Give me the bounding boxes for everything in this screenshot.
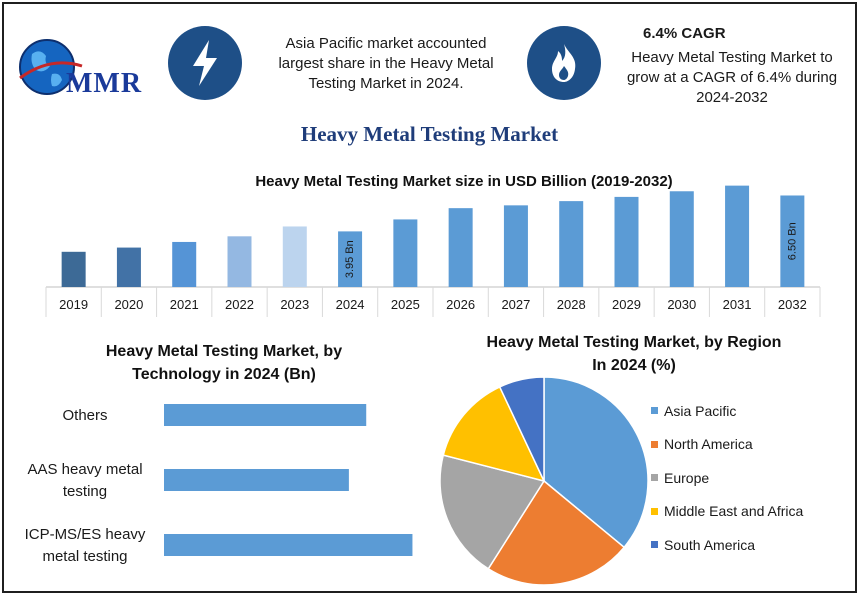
bar-2025 (393, 219, 418, 287)
x-tick-label: 2031 (723, 297, 752, 312)
logo-text: MMR (66, 68, 143, 99)
x-tick-label: 2020 (114, 297, 143, 312)
legend-swatch (651, 440, 658, 448)
technology-bar (164, 469, 349, 491)
bar-2031 (725, 185, 750, 287)
technology-chart-title: Heavy Metal Testing Market, by Technology… (74, 340, 374, 386)
bar-2030 (669, 191, 694, 287)
mmr-logo: MMR (14, 34, 164, 104)
legend-item: Europe (651, 461, 846, 495)
lightning-icon (168, 26, 242, 100)
pie-slice-asia-pacific (543, 376, 649, 549)
pie-slice-south-america (498, 376, 545, 482)
bar-2029 (614, 196, 639, 287)
technology-bar (164, 404, 367, 426)
x-tick-label: 2024 (336, 297, 365, 312)
bar-2032 (780, 195, 805, 287)
region-legend: Asia Pacific North America Europe Middle Ea… (651, 394, 846, 562)
technology-bar (164, 534, 413, 556)
legend-swatch (651, 541, 658, 549)
x-tick-label: 2025 (391, 297, 420, 312)
legend-label: North America (664, 436, 753, 453)
legend-label: Middle East and Africa (664, 503, 804, 520)
header-text-share: Asia Pacific market accounted largest sh… (278, 35, 494, 92)
x-tick-label: 2019 (59, 297, 88, 312)
technology-category-label: Others (62, 407, 107, 424)
legend-label: Asia Pacific (664, 402, 737, 419)
region-chart-title: Heavy Metal Testing Market, by Region In… (459, 331, 809, 377)
bar-2023 (282, 226, 307, 287)
technology-chart-title-text: Heavy Metal Testing Market, by Technology… (105, 343, 343, 383)
bar-2019 (61, 251, 86, 287)
legend-item: South America (651, 528, 846, 562)
x-tick-label: 2022 (225, 297, 254, 312)
bar-2020 (116, 247, 141, 287)
legend-swatch (651, 507, 658, 515)
globe-icon (19, 39, 83, 95)
technology-category-label: testing (63, 483, 107, 500)
region-pie-chart (439, 376, 649, 586)
region-title-line-1: Heavy Metal Testing Market, by Region (486, 334, 782, 351)
market-size-bar-chart: 2019 2020 2021 2022 2023 2024 2025 2026 2027 2028… (45, 185, 821, 317)
legend-swatch (651, 407, 658, 415)
bar-data-label: 6.50 Bn (786, 222, 798, 260)
bar-data-label: 3.95 Bn (344, 240, 356, 278)
bar-2024 (338, 231, 363, 287)
x-tick-label: 2023 (280, 297, 309, 312)
bar-2021 (172, 241, 197, 287)
legend-item: North America (651, 428, 846, 462)
x-tick-label: 2032 (778, 297, 807, 312)
technology-bar-chart: Others AAS heavy metal testing ICP-MS/ES he… (25, 404, 413, 565)
x-tick-label: 2021 (170, 297, 199, 312)
region-title-line-2: In 2024 (%) (592, 357, 676, 374)
legend-label: Europe (664, 469, 710, 486)
technology-category-label: metal testing (42, 548, 127, 565)
legend-item: Middle East and Africa (651, 495, 846, 529)
x-tick-label: 2028 (557, 297, 586, 312)
legend-label: South America (664, 536, 756, 553)
bar-2022 (227, 236, 252, 287)
header-text-cagr: Heavy Metal Testing Market to grow at a … (626, 49, 838, 106)
x-tick-label: 2029 (612, 297, 641, 312)
x-tick-label: 2030 (667, 297, 696, 312)
technology-category-label: AAS heavy metal (27, 461, 142, 478)
pie-slice-north-america (487, 479, 626, 586)
bar-2027 (503, 205, 528, 287)
legend-item: Asia Pacific (651, 394, 846, 428)
pie-slice-europe (439, 454, 546, 570)
cagr-title: 6.4% CAGR (643, 25, 726, 42)
legend-swatch (651, 474, 658, 482)
bar-2028 (559, 201, 584, 287)
flame-icon (527, 26, 601, 100)
x-tick-label: 2026 (446, 297, 475, 312)
technology-category-label: ICP-MS/ES heavy (25, 526, 146, 543)
x-tick-label: 2027 (501, 297, 530, 312)
main-title: Heavy Metal Testing Market (300, 122, 559, 146)
bar-chart-title: Heavy Metal Testing Market size in USD B… (255, 173, 673, 190)
bar-2026 (448, 208, 473, 287)
pie-slice-middle-east-and-africa (442, 385, 546, 483)
